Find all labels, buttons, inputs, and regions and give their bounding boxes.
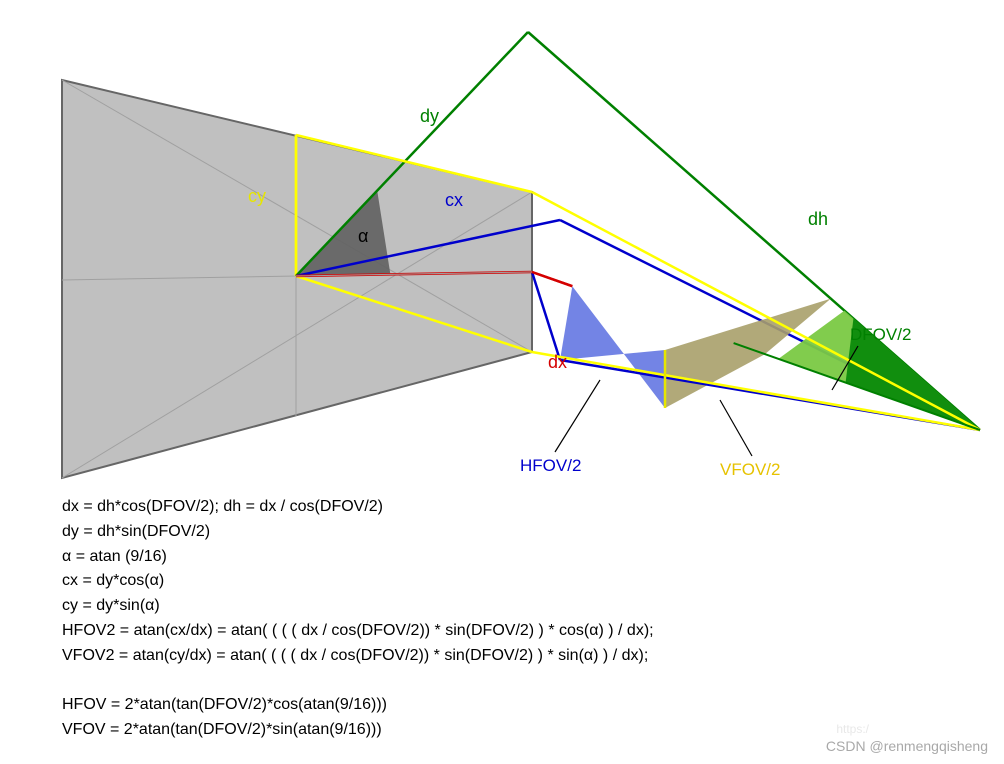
formula-block: dx = dh*cos(DFOV/2); dh = dx / cos(DFOV/… [62, 495, 654, 743]
svg-text:VFOV/2: VFOV/2 [720, 460, 780, 479]
svg-text:cy: cy [248, 186, 266, 206]
svg-text:dx: dx [548, 352, 567, 372]
svg-text:DFOV/2: DFOV/2 [850, 325, 911, 344]
svg-text:dy: dy [420, 106, 439, 126]
watermark-main: CSDN @renmengqisheng [826, 738, 988, 754]
svg-text:α: α [358, 226, 368, 246]
svg-text:dh: dh [808, 209, 828, 229]
fov-diagram: dy cy cx α dh dx DFOV/2 HFOV/2 VFOV/2 [0, 0, 1004, 500]
svg-text:HFOV/2: HFOV/2 [520, 456, 581, 475]
watermark-faint: https:/ [836, 722, 869, 736]
svg-text:cx: cx [445, 190, 463, 210]
